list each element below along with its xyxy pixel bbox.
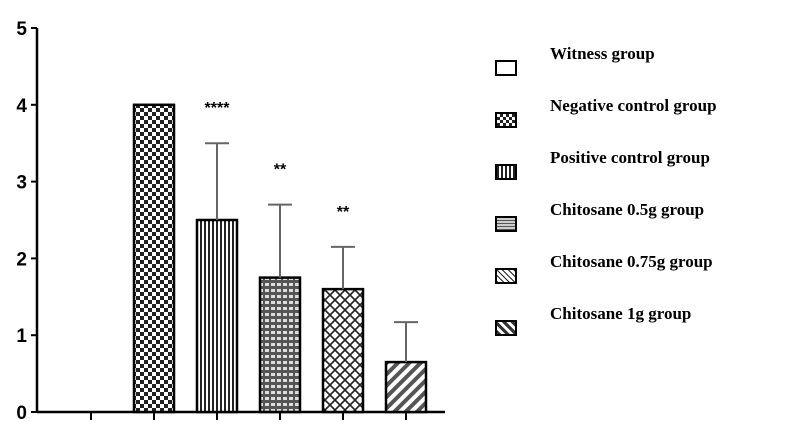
legend-label: Positive control group xyxy=(550,148,710,167)
significance-label: ** xyxy=(274,162,287,179)
y-tick-label: 2 xyxy=(16,249,27,270)
legend-label: Chitosane 1g group xyxy=(550,304,692,323)
legend-item: Chitosane 1g group xyxy=(490,304,795,356)
bar xyxy=(384,360,428,414)
significance-label: **** xyxy=(205,100,231,117)
legend-item: Chitosane 0.75g group xyxy=(490,252,795,304)
bar xyxy=(258,276,302,414)
legend-label: Chitosane 0.75g group xyxy=(550,252,713,271)
y-tick-label: 3 xyxy=(16,173,27,194)
bars: ******** xyxy=(132,100,428,414)
legend-swatch xyxy=(495,320,517,336)
legend-item: Negative control group xyxy=(490,96,795,148)
significance-label: ** xyxy=(337,204,350,221)
legend-item: Witness group xyxy=(490,44,795,96)
legend-label: Negative control group xyxy=(550,96,717,115)
legend: Witness group Negative control group Posit… xyxy=(490,44,795,356)
bar xyxy=(195,218,239,414)
legend-label: Witness group xyxy=(550,44,655,63)
legend-swatch xyxy=(495,268,517,284)
y-tick-label: 4 xyxy=(16,96,27,117)
bar xyxy=(132,103,176,414)
bar xyxy=(321,287,365,414)
legend-swatch xyxy=(495,164,517,180)
y-tick-label: 0 xyxy=(16,403,27,424)
legend-item: Positive control group xyxy=(490,148,795,200)
axes: 0 1 2 3 4 5 xyxy=(16,19,445,424)
legend-item: Chitosane 0.5g group xyxy=(490,200,795,252)
y-tick-label: 1 xyxy=(16,326,27,347)
legend-swatch xyxy=(495,216,517,232)
legend-swatch xyxy=(495,60,517,76)
legend-label: Chitosane 0.5g group xyxy=(550,200,705,219)
y-tick-label: 5 xyxy=(16,19,27,40)
legend-swatch xyxy=(495,112,517,128)
